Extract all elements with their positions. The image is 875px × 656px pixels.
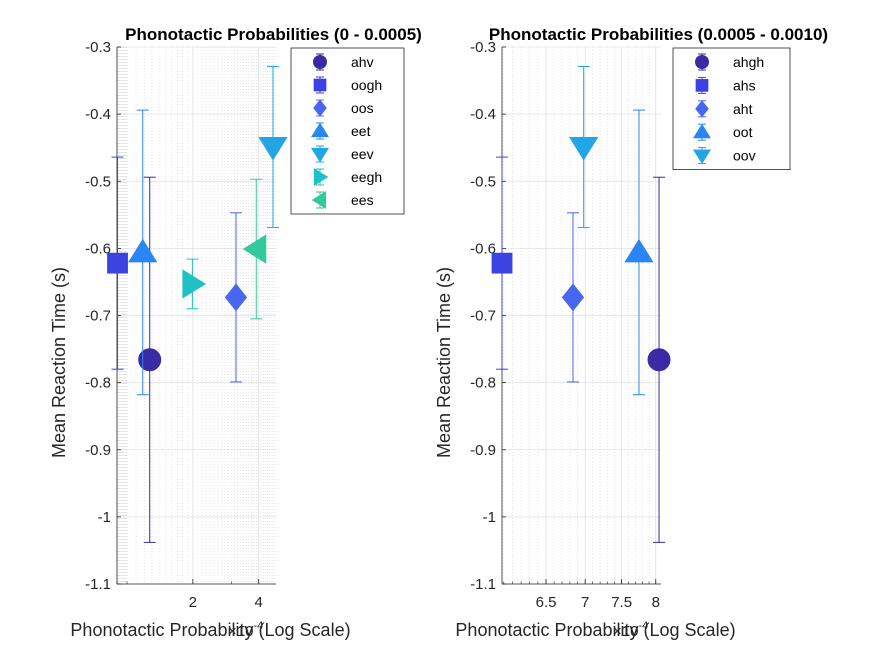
series-eet	[128, 109, 158, 396]
data-point-oogh	[107, 252, 128, 274]
y-tick-label: -1.1	[85, 576, 111, 593]
legend-label: oov	[733, 148, 756, 164]
y-tick-label: -1	[98, 509, 111, 526]
legend-label: aht	[733, 101, 753, 117]
x-tick-label: 7.5	[611, 594, 632, 611]
series-aht	[561, 212, 585, 383]
legend-marker-ees	[311, 190, 327, 210]
series-oov	[569, 65, 599, 229]
legend-marker-eev	[310, 147, 330, 163]
data-point-oos	[224, 283, 248, 312]
legend-marker-ahgh	[695, 55, 709, 69]
legend-box	[290, 47, 405, 215]
y-axis-label: Mean Reaction Time (s)	[49, 267, 69, 458]
y-tick-label: -0.3	[470, 39, 496, 56]
x-exponent-base: ×10	[228, 623, 253, 640]
legend-label: ahgh	[733, 54, 764, 70]
legend-marker-ahs	[695, 79, 709, 92]
x-tick-label: 2	[189, 594, 197, 611]
data-point-eev	[258, 137, 288, 161]
x-axis-label: Phonotactic Probability (Log Scale)	[455, 620, 735, 640]
chart-title: Phonotactic Probabilities (0.0005 - 0.00…	[489, 25, 828, 44]
legend: ahv oogh oos eet eev eegh ees	[290, 47, 405, 215]
y-tick-label: -0.9	[470, 442, 496, 459]
series-ahv	[138, 176, 162, 543]
y-tick-label: -0.8	[85, 375, 111, 392]
legend-label: ees	[351, 192, 374, 208]
y-tick-label: -1	[483, 509, 496, 526]
legend-marker-eegh	[313, 167, 329, 187]
chart-title: Phonotactic Probabilities (0 - 0.0005)	[125, 25, 422, 44]
x-exponent-power: -4	[253, 620, 263, 632]
legend-label: eev	[351, 146, 374, 162]
data-point-aht	[561, 283, 585, 312]
x-tick-label: 4	[255, 594, 263, 611]
x-exponent-base: ×10	[613, 623, 638, 640]
series-ahgh	[647, 176, 671, 543]
series-ahs	[491, 156, 513, 370]
legend-label: ahv	[351, 54, 374, 70]
legend-box	[672, 47, 791, 170]
data-point-ees	[242, 234, 267, 264]
y-tick-label: -0.4	[85, 106, 111, 123]
legend-label: oot	[733, 124, 753, 140]
series-ees	[242, 178, 267, 320]
x-tick-label: 6.5	[536, 594, 557, 611]
y-tick-label: -0.9	[85, 442, 111, 459]
y-tick-label: -0.3	[85, 39, 111, 56]
x-exponent-power: -4	[638, 620, 648, 632]
series-oot	[624, 109, 654, 396]
chart-2: -1.1 -1 -0.9 -0.8 -0.7 -0.6 -0.5 -0.4 -0.3 6.5 7 7.…	[434, 25, 828, 640]
data-point-ahs	[491, 252, 513, 274]
y-tick-label: -0.5	[470, 173, 496, 190]
x-axis-label: Phonotactic Probability (Log Scale)	[70, 620, 350, 640]
x-exponent-label: ×10-4	[613, 620, 648, 640]
data-point-oot	[624, 238, 654, 263]
x-tick-label: 8	[652, 594, 660, 611]
y-tick-label: -1.1	[470, 576, 496, 593]
x-tick-label: 7	[581, 594, 589, 611]
legend-label: eegh	[351, 169, 382, 185]
legend-marker-eet	[310, 122, 330, 138]
legend-label: eet	[351, 123, 371, 139]
legend-marker-oogh	[313, 78, 327, 92]
legend-marker-oot	[692, 123, 712, 139]
series-eegh	[182, 258, 206, 310]
y-tick-label: -0.5	[85, 173, 111, 190]
series-oos	[224, 212, 248, 383]
y-tick-label: -0.6	[85, 240, 111, 257]
series-oogh	[107, 156, 128, 370]
y-tick-label: -0.7	[470, 308, 496, 325]
y-tick-label: -0.4	[470, 106, 496, 123]
y-axis-label: Mean Reaction Time (s)	[434, 267, 454, 458]
legend-label: ahs	[733, 77, 756, 93]
legend: ahgh ahs aht oot oov	[672, 47, 791, 170]
data-point-eet	[128, 238, 158, 263]
legend-marker-ahv	[313, 55, 327, 69]
x-exponent-label: ×10-4	[228, 620, 263, 640]
y-tick-label: -0.8	[470, 375, 496, 392]
legend-marker-oov	[692, 149, 712, 165]
legend-label: oogh	[351, 77, 382, 93]
data-point-ahv	[138, 348, 162, 372]
legend-marker-aht	[695, 100, 709, 118]
y-tick-label: -0.7	[85, 308, 111, 325]
legend-label: oos	[351, 100, 374, 116]
legend-marker-oos	[313, 99, 327, 117]
data-point-oov	[569, 137, 599, 161]
y-tick-label: -0.6	[470, 240, 496, 257]
data-point-ahgh	[647, 348, 671, 372]
data-point-eegh	[182, 269, 206, 299]
chart-1: -1.1-1-0.9-0.8-0.7-0.6-0.5-0.4-0.32 4×10-…	[49, 25, 422, 640]
series-eev	[258, 65, 288, 229]
